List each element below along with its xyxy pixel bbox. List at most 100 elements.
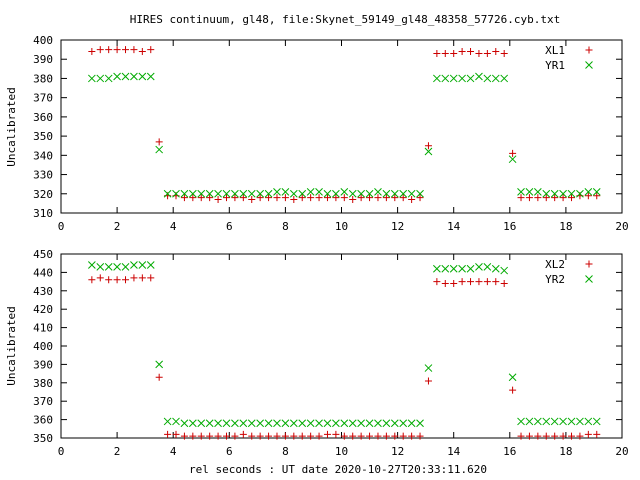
data-point	[205, 189, 214, 198]
legend-label: XL2	[545, 258, 565, 271]
data-point	[458, 74, 466, 83]
data-point	[231, 189, 239, 198]
data-point	[239, 430, 247, 438]
data-point	[273, 419, 281, 428]
data-point	[349, 432, 357, 440]
data-point	[348, 189, 357, 198]
legend-marker	[585, 260, 593, 268]
data-point	[424, 142, 432, 150]
data-point	[576, 189, 584, 198]
data-point	[382, 189, 391, 198]
data-point	[584, 188, 593, 196]
data-point	[416, 419, 424, 428]
data-point	[475, 49, 483, 57]
data-point	[281, 432, 289, 440]
data-point	[408, 196, 416, 204]
data-point	[147, 46, 155, 54]
data-point	[593, 430, 601, 438]
data-point	[357, 432, 365, 440]
data-point	[130, 72, 138, 81]
data-point	[559, 432, 567, 440]
data-point	[205, 419, 214, 428]
data-point	[416, 432, 424, 440]
series-yr1	[88, 72, 601, 198]
data-point	[500, 279, 508, 287]
data-point	[525, 432, 533, 440]
data-point	[348, 419, 357, 428]
data-point	[467, 278, 475, 286]
y-axis-label: Uncalibrated	[5, 306, 18, 385]
data-point	[517, 188, 525, 196]
data-point	[357, 189, 365, 198]
x-tick-label: 4	[170, 445, 177, 458]
data-point	[450, 279, 458, 287]
data-point	[340, 194, 348, 202]
data-point	[525, 417, 534, 426]
data-point	[525, 188, 534, 196]
y-tick-label: 450	[33, 248, 53, 261]
data-point	[349, 196, 357, 204]
legend-label: YR2	[545, 273, 565, 286]
data-point	[273, 432, 281, 440]
data-point	[441, 49, 449, 57]
data-point	[96, 263, 105, 271]
data-point	[407, 419, 416, 428]
data-point	[147, 274, 155, 282]
data-point	[550, 189, 559, 198]
data-point	[458, 278, 466, 286]
data-point	[113, 46, 121, 54]
data-point	[568, 194, 576, 202]
data-point	[247, 189, 256, 198]
data-point	[382, 432, 390, 440]
y-tick-label: 420	[33, 303, 53, 316]
y-tick-label: 370	[33, 395, 53, 408]
data-point	[374, 194, 382, 202]
data-point	[332, 194, 340, 202]
y-tick-label: 390	[33, 53, 53, 66]
data-point	[340, 432, 348, 440]
data-point	[390, 419, 399, 428]
data-point	[340, 419, 349, 428]
data-point	[265, 432, 273, 440]
data-point	[483, 49, 491, 57]
y-tick-label: 400	[33, 34, 53, 47]
plot-frame	[60, 253, 623, 439]
data-point	[492, 48, 500, 56]
data-point	[315, 432, 323, 440]
plot-frame	[60, 39, 623, 214]
data-point	[256, 419, 265, 428]
data-point	[256, 189, 265, 198]
x-tick-label: 14	[447, 220, 461, 233]
data-point	[104, 263, 113, 271]
data-point	[298, 419, 307, 428]
data-point	[281, 188, 290, 196]
y-tick-label: 360	[33, 111, 53, 124]
data-point	[382, 194, 390, 202]
data-point	[290, 432, 298, 440]
data-point	[483, 263, 492, 271]
data-point	[289, 189, 298, 198]
data-point	[416, 194, 424, 202]
data-point	[88, 276, 96, 284]
data-point	[458, 264, 466, 273]
data-point	[391, 194, 399, 202]
legend-marker	[585, 46, 593, 54]
data-point	[567, 417, 576, 426]
data-point	[475, 278, 483, 286]
data-point	[281, 194, 289, 202]
data-point	[105, 46, 113, 54]
data-point	[467, 48, 475, 56]
data-point	[264, 419, 273, 428]
data-point	[500, 266, 509, 275]
data-point	[155, 360, 164, 369]
data-point	[130, 274, 138, 282]
data-point	[592, 188, 601, 196]
data-point	[576, 432, 584, 440]
chart-title: HIRES continuum, gl48, file:Skynet_59149…	[130, 13, 560, 26]
data-point	[500, 74, 509, 83]
data-point	[113, 263, 121, 271]
x-tick-label: 10	[335, 220, 348, 233]
data-point	[121, 263, 130, 271]
data-point	[323, 189, 332, 198]
